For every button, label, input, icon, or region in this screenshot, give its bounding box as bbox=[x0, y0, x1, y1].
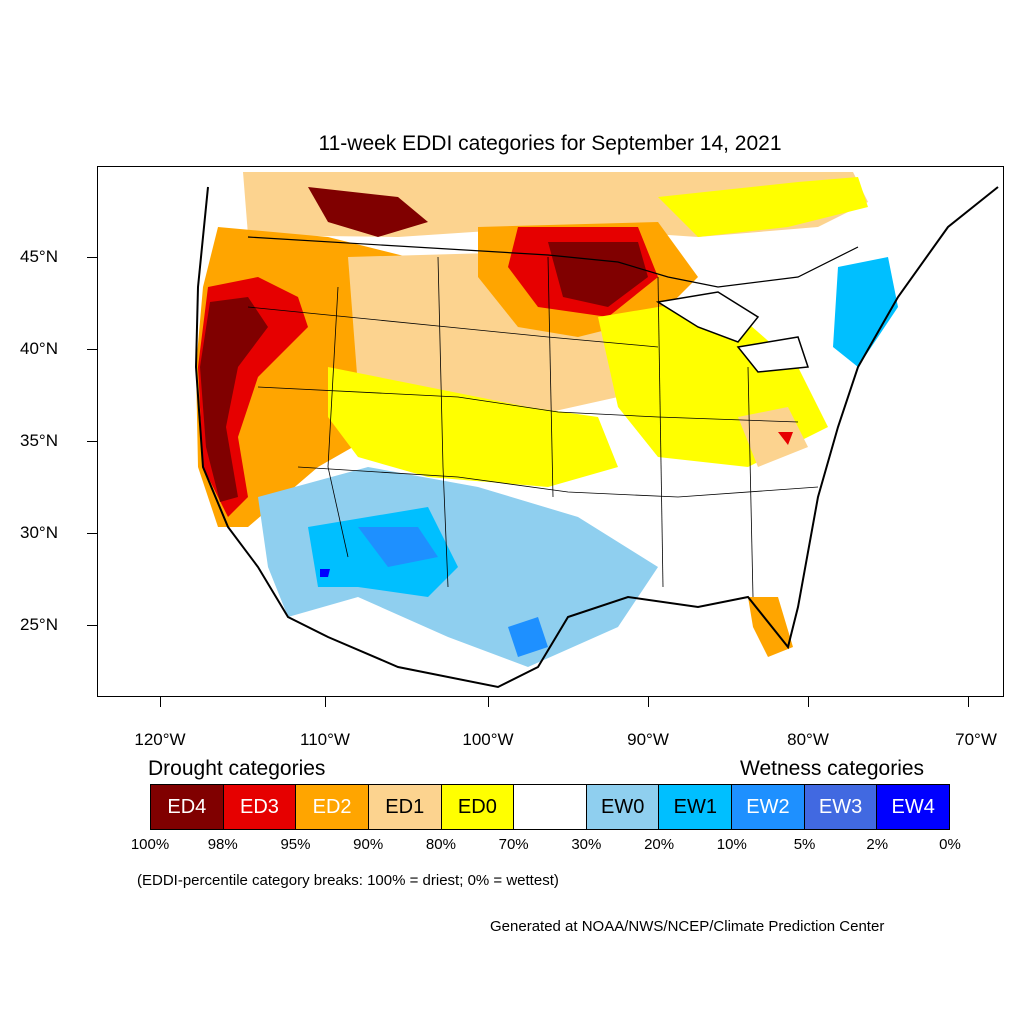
legend-box-ed0: ED0 bbox=[441, 785, 515, 829]
sw-ew4-spot bbox=[320, 569, 330, 577]
lon-tick bbox=[648, 697, 649, 707]
legend-box-ew4: EW4 bbox=[877, 785, 950, 829]
canada-yellow bbox=[658, 177, 868, 237]
great-lakes bbox=[655, 291, 810, 373]
percentile-label: 20% bbox=[644, 836, 675, 853]
legend-box-ew3: EW3 bbox=[804, 785, 878, 829]
map-title: 11-week EDDI categories for September 14… bbox=[318, 132, 782, 155]
wetness-heading: Wetness categories bbox=[740, 757, 925, 780]
percentile-label: 30% bbox=[571, 836, 602, 853]
lon-label-110w: 110°W bbox=[300, 730, 350, 749]
state-lines bbox=[247, 256, 819, 598]
percentile-label: 100% bbox=[130, 836, 170, 853]
plains-ed4-region bbox=[548, 242, 648, 307]
lat-tick bbox=[87, 441, 97, 442]
appalachian-ed3 bbox=[778, 432, 793, 445]
west-ed4-region bbox=[200, 297, 268, 502]
map-canvas bbox=[194, 172, 999, 689]
lon-label-100w: 100°W bbox=[462, 730, 514, 749]
percentile-label: 2% bbox=[866, 836, 889, 853]
credit-text: Generated at NOAA/NWS/NCEP/Climate Predi… bbox=[490, 918, 885, 935]
lat-label-30: 30°N bbox=[20, 523, 58, 542]
lat-tick bbox=[87, 533, 97, 534]
drought-heading: Drought categories bbox=[148, 757, 326, 780]
percentile-label: 95% bbox=[280, 836, 311, 853]
percentile-label: 10% bbox=[716, 836, 747, 853]
legend-box-ew2: EW2 bbox=[732, 785, 805, 829]
lat-label-35: 35°N bbox=[20, 431, 58, 450]
category-legend: ED4 ED3 ED2 ED1 ED0 EW0 EW1 EW2 EW3 EW4 bbox=[150, 784, 950, 830]
coastline bbox=[194, 186, 999, 689]
lat-tick bbox=[87, 349, 97, 350]
lat-tick bbox=[87, 625, 97, 626]
legend-box-ed4: ED4 bbox=[151, 785, 224, 829]
lon-label-80w: 80°W bbox=[787, 730, 829, 749]
eddi-map bbox=[97, 166, 1004, 697]
lon-label-120w: 120°W bbox=[134, 730, 186, 749]
percentile-label: 0% bbox=[939, 836, 961, 853]
lon-label-90w: 90°W bbox=[627, 730, 669, 749]
legend-box-ed2: ED2 bbox=[296, 785, 369, 829]
us-canada-border bbox=[247, 236, 859, 288]
percentile-label: 70% bbox=[498, 836, 529, 853]
sw-ew2-region bbox=[358, 527, 438, 567]
lat-label-25: 25°N bbox=[20, 615, 58, 634]
lon-tick bbox=[808, 697, 809, 707]
percentile-label: 5% bbox=[793, 836, 816, 853]
plains-ed0-region bbox=[328, 367, 618, 487]
lat-tick bbox=[87, 257, 97, 258]
legend-box-neutral bbox=[514, 785, 587, 829]
ne-ew1-region bbox=[833, 257, 898, 367]
north-ed4-blob bbox=[308, 187, 428, 237]
percentile-label: 80% bbox=[425, 836, 456, 853]
legend-box-ew0: EW0 bbox=[586, 785, 660, 829]
lat-label-40: 40°N bbox=[20, 339, 58, 358]
lon-tick bbox=[160, 697, 161, 707]
lat-label-45: 45°N bbox=[20, 247, 58, 266]
category-note: (EDDI-percentile category breaks: 100% =… bbox=[137, 872, 559, 889]
lon-tick bbox=[968, 697, 969, 707]
percentile-label: 98% bbox=[207, 836, 238, 853]
lon-tick bbox=[488, 697, 489, 707]
legend-box-ed1: ED1 bbox=[368, 785, 442, 829]
texas-ew2-region bbox=[508, 617, 548, 657]
lon-label-70w: 70°W bbox=[955, 730, 997, 749]
legend-box-ew1: EW1 bbox=[659, 785, 733, 829]
legend-box-ed3: ED3 bbox=[223, 785, 297, 829]
lon-tick bbox=[325, 697, 326, 707]
percentile-label: 90% bbox=[353, 836, 384, 853]
